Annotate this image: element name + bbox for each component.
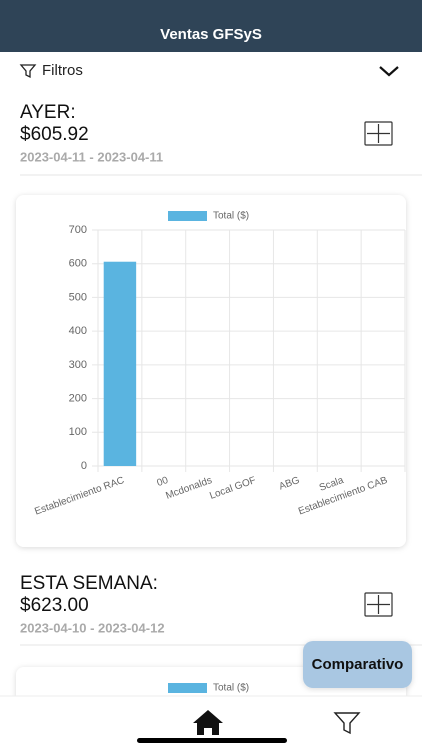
section-dates: 2023-04-11 - 2023-04-11 [20,149,163,164]
y-tick-label: 500 [69,291,87,303]
filters-label: Filtros [42,62,83,79]
x-tick-label: 00 [155,475,170,489]
home-indicator [137,738,287,743]
filter-tab-icon[interactable] [333,712,361,735]
section-label: AYER: [20,102,76,123]
calc-icon[interactable] [364,121,393,146]
calc-icon[interactable] [364,592,393,617]
legend-swatch [168,683,207,693]
filters-row[interactable]: Filtros [19,62,399,79]
chevron [379,66,399,77]
y-tick-label: 400 [69,325,87,337]
legend-label: Total ($) [213,683,249,694]
home-icon[interactable] [193,710,223,735]
legend-label: Total ($) [213,211,249,222]
button-label: Comparativo [312,656,404,673]
compare-button[interactable]: Comparativo [303,641,412,688]
chart-legend: Total ($) [168,683,249,694]
section-amount: $623.00 [20,595,89,616]
section-label: ESTA SEMANA: [20,573,158,594]
y-tick-label: 300 [69,359,87,371]
y-tick-label: 100 [69,426,87,438]
header [0,0,422,52]
legend-swatch [168,211,207,221]
section-amount: $605.92 [20,124,89,145]
section-dates: 2023-04-10 - 2023-04-12 [20,620,165,635]
y-tick-label: 200 [69,392,87,404]
bar [103,261,137,466]
y-tick-label: 0 [81,460,87,472]
header-title: Ventas GFSyS [160,26,262,43]
y-tick-label: 700 [69,224,87,236]
filter-icon [19,64,37,79]
y-tick-label: 600 [69,258,87,270]
